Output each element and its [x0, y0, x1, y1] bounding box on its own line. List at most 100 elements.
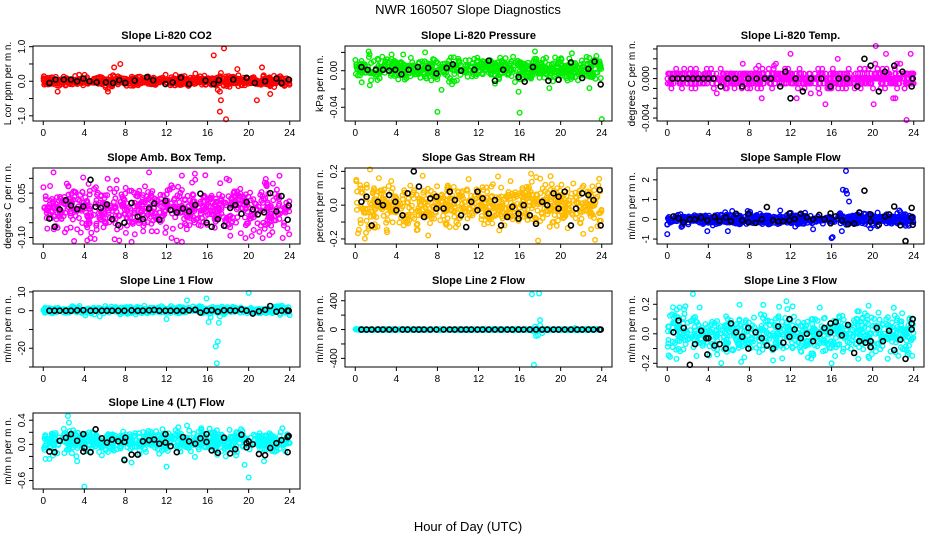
data-point: [357, 185, 364, 192]
x-tick-label: 16: [826, 128, 838, 139]
data-point: [54, 224, 61, 231]
data-point: [427, 212, 434, 219]
data-point: [40, 184, 47, 191]
panel-3: Slope Li-820 Temp.degrees C per m n.0 4 8 1…: [627, 30, 925, 139]
outlier-point: [822, 101, 829, 108]
reference-point: [121, 219, 128, 227]
x-tick-label: 24: [284, 251, 296, 262]
data-point: [767, 80, 774, 87]
x-tick-label: 12: [785, 251, 797, 262]
data-point: [713, 70, 720, 77]
data-point: [96, 212, 103, 219]
data-point: [414, 226, 421, 233]
x-tick-label: 4: [706, 128, 712, 139]
data-point: [93, 222, 100, 229]
data-point: [729, 80, 736, 87]
data-point: [151, 78, 158, 85]
outlier-point: [546, 85, 553, 92]
data-point: [521, 60, 528, 67]
data-point: [461, 198, 468, 205]
reference-point: [555, 76, 562, 84]
reference-point: [767, 75, 775, 82]
data-point: [874, 65, 881, 72]
reference-point: [167, 206, 174, 214]
data-point: [434, 183, 441, 190]
outlier-point: [758, 95, 765, 102]
data-point: [157, 203, 164, 210]
reference-point: [179, 205, 187, 212]
reference-point: [717, 83, 724, 90]
outlier-point: [907, 50, 914, 57]
x-tick-label: 8: [123, 251, 129, 262]
data-point: [374, 76, 381, 83]
data-point: [551, 211, 558, 218]
data-points: [40, 289, 293, 367]
data-point: [451, 70, 458, 77]
outlier-point: [50, 169, 57, 176]
y-tick-label: 0.2: [329, 164, 340, 178]
outlier-point: [221, 45, 228, 52]
outlier-point: [704, 228, 711, 235]
data-point: [200, 218, 207, 225]
reference-point: [379, 66, 387, 74]
reference-point: [108, 215, 116, 223]
data-point: [710, 85, 717, 92]
data-point: [577, 220, 584, 227]
reference-point: [451, 196, 459, 204]
data-point: [368, 213, 375, 220]
data-point: [449, 81, 456, 88]
x-tick-label: 12: [473, 128, 485, 139]
x-tick-label: 0: [352, 251, 358, 262]
reference-point: [414, 63, 422, 71]
data-points: [352, 48, 605, 123]
data-point: [492, 80, 499, 87]
data-point: [818, 70, 825, 77]
data-point: [88, 229, 95, 236]
data-point: [427, 220, 434, 227]
data-point: [111, 205, 118, 212]
reference-point: [162, 80, 169, 88]
data-point: [562, 212, 569, 219]
data-point: [431, 215, 438, 222]
data-point: [565, 67, 572, 74]
data-point: [534, 66, 541, 73]
data-point: [905, 75, 912, 82]
reference-point: [374, 198, 382, 206]
x-tick-label: 16: [202, 128, 214, 139]
outlier-point: [793, 95, 800, 102]
x-tick-label: 0: [40, 251, 46, 262]
reference-point: [261, 77, 269, 85]
data-point: [363, 217, 370, 224]
data-point: [145, 188, 152, 195]
data-point: [811, 70, 818, 77]
data-point: [181, 215, 188, 222]
data-point: [852, 70, 859, 77]
x-tick-label: 0: [352, 128, 358, 139]
outlier-point: [365, 48, 372, 55]
reference-point: [433, 205, 440, 212]
data-point: [111, 236, 118, 243]
data-point: [478, 216, 485, 223]
data-point: [363, 184, 370, 191]
data-point: [166, 185, 173, 192]
data-point: [586, 54, 593, 61]
data-point: [475, 203, 482, 210]
data-point: [499, 202, 506, 209]
data-point: [506, 70, 513, 77]
reference-point: [515, 215, 522, 222]
reference-point: [555, 205, 562, 212]
data-point: [133, 192, 140, 199]
reference-point: [392, 66, 399, 74]
data-point: [460, 195, 467, 202]
data-point: [399, 192, 406, 199]
y-tick-label: 0.000: [641, 66, 652, 91]
data-point: [692, 85, 699, 92]
reference-point: [162, 197, 169, 205]
data-point: [75, 196, 82, 203]
reference-point: [103, 201, 111, 208]
outlier-point: [771, 62, 778, 69]
data-point: [873, 75, 880, 82]
data-point: [140, 228, 147, 235]
data-points: [40, 45, 293, 123]
reference-point: [203, 219, 210, 227]
